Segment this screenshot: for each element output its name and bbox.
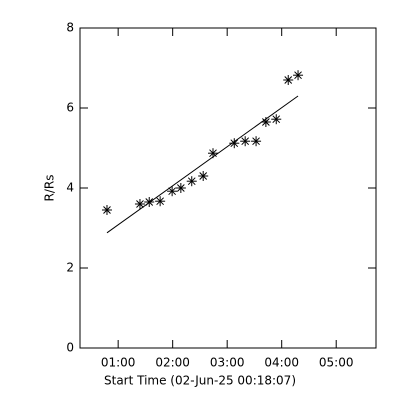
data-point: [283, 75, 294, 85]
x-tick-label: 01:00: [101, 356, 136, 370]
x-tick-label: 05:00: [319, 356, 354, 370]
plot-frame: [79, 27, 377, 349]
y-tick-label: 2: [66, 261, 74, 275]
y-axis-label: R/Rs: [43, 175, 57, 202]
y-tick-label: 8: [66, 21, 74, 35]
y-tick-label: 4: [66, 181, 74, 195]
fit-line: [106, 95, 299, 234]
data-point: [186, 176, 197, 187]
data-point: [198, 171, 209, 181]
data-point: [155, 196, 166, 207]
x-tick-label: 04:00: [264, 356, 299, 370]
data-point: [251, 136, 262, 147]
x-axis-label: Start Time (02-Jun-25 00:18:07): [104, 374, 296, 388]
data-point: [134, 199, 145, 209]
data-point: [229, 138, 240, 149]
x-tick-label: 03:00: [210, 356, 245, 370]
y-tick-label: 6: [66, 101, 74, 115]
y-tick-label: 0: [66, 341, 74, 355]
data-point: [167, 186, 178, 197]
data-point: [271, 114, 282, 125]
data-point: [101, 205, 112, 215]
data-point: [144, 197, 155, 207]
data-point: [175, 183, 186, 193]
data-point: [260, 117, 271, 127]
data-point: [293, 70, 304, 81]
data-point: [208, 148, 219, 159]
data-point: [240, 136, 251, 147]
x-tick-label: 02:00: [155, 356, 190, 370]
